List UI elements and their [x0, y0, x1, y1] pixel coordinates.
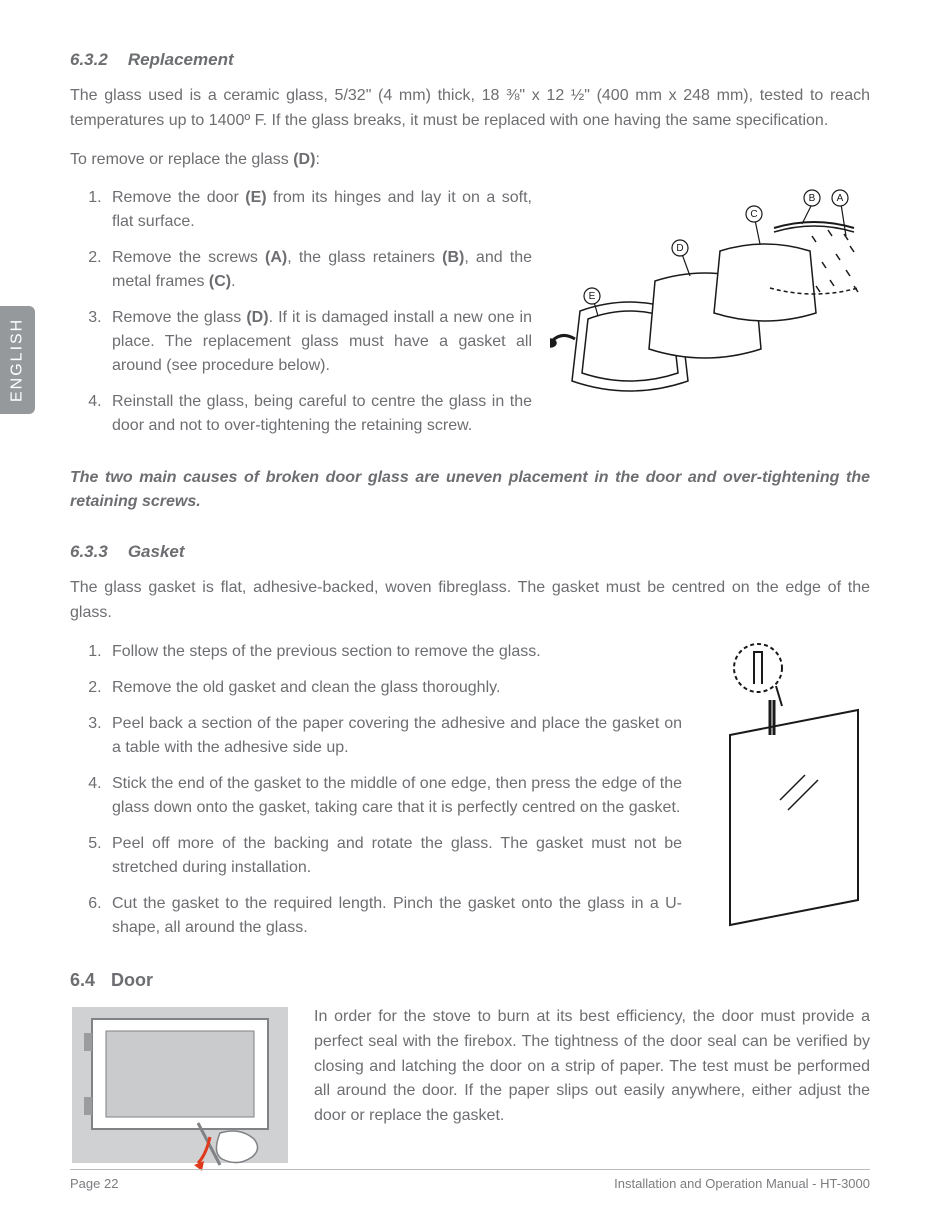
- svg-text:C: C: [750, 209, 757, 220]
- diagram-door-paper-test: [70, 1005, 290, 1175]
- step-6: Cut the gasket to the required length. P…: [106, 892, 682, 940]
- svg-text:B: B: [809, 193, 816, 204]
- step-2: Remove the old gasket and clean the glas…: [106, 676, 682, 700]
- step-3: Remove the glass (D). If it is damaged i…: [106, 306, 532, 378]
- step-4: Reinstall the glass, being careful to ce…: [106, 390, 532, 438]
- heading-number: 6.4: [70, 970, 95, 990]
- page-footer: Page 22 Installation and Operation Manua…: [70, 1169, 870, 1191]
- para-632-2: To remove or replace the glass (D):: [70, 148, 870, 173]
- steps-632: Remove the door (E) from its hinges and …: [70, 186, 532, 438]
- page-content: 6.3.2 Replacement The glass used is a cer…: [0, 0, 940, 1215]
- step-1: Follow the steps of the previous section…: [106, 640, 682, 664]
- svg-text:A: A: [837, 193, 844, 204]
- step-1: Remove the door (E) from its hinges and …: [106, 186, 532, 234]
- footer-page-number: Page 22: [70, 1176, 118, 1191]
- para-632-1: The glass used is a ceramic glass, 5/32"…: [70, 84, 870, 134]
- heading-633: 6.3.3 Gasket: [70, 542, 870, 562]
- heading-title: Gasket: [128, 542, 185, 561]
- step-2: Remove the screws (A), the glass retaine…: [106, 246, 532, 294]
- heading-title: Replacement: [128, 50, 234, 69]
- heading-number: 6.3.2: [70, 50, 108, 69]
- heading-64: 6.4 Door: [70, 970, 870, 991]
- step-4: Stick the end of the gasket to the middl…: [106, 772, 682, 820]
- heading-number: 6.3.3: [70, 542, 108, 561]
- language-tab: ENGLISH: [0, 306, 35, 414]
- svg-text:D: D: [676, 243, 683, 254]
- para-633: The glass gasket is flat, adhesive-backe…: [70, 576, 870, 626]
- diagram-gasket-glass: [700, 640, 870, 930]
- svg-text:E: E: [589, 291, 596, 302]
- step-5: Peel off more of the backing and rotate …: [106, 832, 682, 880]
- diagram-exploded-door: A B C D E: [550, 186, 870, 436]
- note-632: The two main causes of broken door glass…: [70, 466, 870, 514]
- steps-633: Follow the steps of the previous section…: [70, 640, 682, 940]
- heading-632: 6.3.2 Replacement: [70, 50, 870, 70]
- step-3: Peel back a section of the paper coverin…: [106, 712, 682, 760]
- heading-title: Door: [111, 970, 153, 990]
- para-64: In order for the stove to burn at its be…: [314, 1005, 870, 1129]
- footer-manual-title: Installation and Operation Manual - HT-3…: [614, 1176, 870, 1191]
